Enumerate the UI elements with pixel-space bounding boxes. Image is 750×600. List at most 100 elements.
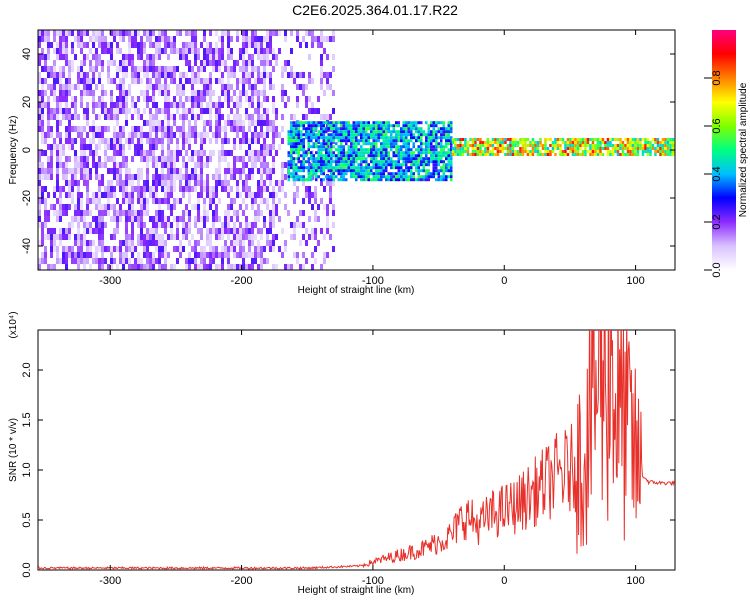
heatmap-cell [387, 154, 390, 158]
heatmap-cell [320, 142, 323, 146]
heatmap-cell [62, 162, 65, 168]
heatmap-cell [284, 30, 287, 36]
heatmap-cell [345, 169, 348, 173]
heatmap-cell [402, 139, 405, 143]
heatmap-cell [86, 162, 89, 168]
heatmap-cell [41, 108, 44, 114]
heatmap-cell [224, 120, 227, 126]
heatmap-cell [340, 160, 343, 164]
heatmap-cell [380, 151, 383, 155]
heatmap-cell [257, 240, 260, 246]
heatmap-cell [95, 150, 98, 156]
heatmap-cell [155, 132, 158, 138]
heatmap-cell [62, 54, 65, 60]
heatmap-cell [50, 90, 53, 96]
heatmap-cell [621, 150, 625, 153]
heatmap-cell [594, 138, 597, 141]
heatmap-cell [224, 60, 227, 66]
heatmap-cell [322, 121, 325, 125]
heatmap-cell [83, 216, 86, 222]
heatmap-cell [86, 246, 89, 252]
heatmap-cell [239, 138, 242, 144]
heatmap-cell [197, 114, 200, 120]
heatmap-cell [499, 141, 502, 144]
heatmap-cell [609, 150, 612, 153]
heatmap-cell [489, 141, 492, 144]
heatmap-cell [209, 114, 212, 120]
heatmap-cell [380, 166, 383, 170]
heatmap-cell [526, 138, 530, 141]
heatmap-cell [221, 54, 224, 60]
heatmap-cell [116, 150, 119, 156]
heatmap-cell [614, 147, 617, 150]
heatmap-cell [440, 121, 443, 125]
heatmap-cell [131, 252, 134, 258]
heatmap-cell [377, 121, 380, 125]
heatmap-cell [239, 168, 242, 174]
heatmap-cell [300, 148, 303, 152]
heatmap-cell [203, 126, 206, 132]
heatmap-cell [239, 102, 242, 108]
heatmap-cell [591, 153, 595, 156]
heatmap-cell [38, 120, 41, 126]
heatmap-cell [41, 36, 44, 42]
heatmap-cell [113, 234, 116, 240]
heatmap-cell [179, 114, 182, 120]
heatmap-cell [345, 157, 348, 161]
heatmap-cell [56, 120, 59, 126]
heatmap-cell [614, 138, 617, 141]
heatmap-cell [137, 126, 140, 132]
heatmap-cell [149, 60, 152, 66]
heatmap-cell [41, 114, 44, 120]
heatmap-cell [263, 150, 266, 156]
heatmap-cell [290, 166, 293, 170]
heatmap-cell [275, 210, 278, 216]
heatmap-cell [266, 144, 269, 150]
heatmap-cell [317, 166, 320, 170]
heatmap-cell [50, 132, 53, 138]
heatmap-cell [200, 114, 203, 120]
heatmap-cell [182, 162, 185, 168]
heatmap-cell [215, 132, 218, 138]
heatmap-cell [260, 192, 263, 198]
heatmap-cell [86, 42, 89, 48]
heatmap-cell [281, 174, 284, 180]
heatmap-cell [314, 108, 317, 114]
heatmap-cell [272, 84, 275, 90]
heatmap-cell [372, 151, 375, 155]
heatmap-cell [107, 66, 110, 72]
heatmap-cell [337, 169, 340, 173]
heatmap-cell [315, 151, 318, 155]
heatmap-cell [143, 60, 146, 66]
heatmap-cell [450, 163, 453, 167]
heatmap-cell [242, 210, 245, 216]
heatmap-cell [656, 138, 660, 141]
heatmap-cell [182, 138, 185, 144]
heatmap-cell [44, 210, 47, 216]
heatmap-cell [152, 138, 155, 144]
heatmap-cell [412, 133, 415, 137]
heatmap-cell [272, 66, 275, 72]
heatmap-cell [164, 78, 167, 84]
heatmap-cell [53, 48, 56, 54]
heatmap-cell [245, 264, 248, 270]
heatmap-cell [342, 166, 345, 170]
heatmap-cell [44, 246, 47, 252]
heatmap-cell [104, 138, 107, 144]
colorbar [712, 30, 736, 270]
heatmap-cell [101, 240, 104, 246]
heatmap-cell [134, 150, 137, 156]
heatmap-cell [248, 228, 251, 234]
heatmap-cell [146, 78, 149, 84]
heatmap-cell [95, 168, 98, 174]
heatmap-cell [556, 144, 560, 147]
heatmap-cell [420, 145, 423, 149]
heatmap-cell [644, 144, 647, 147]
heatmap-cell [362, 157, 365, 161]
heatmap-cell [86, 258, 89, 264]
heatmap-cell [53, 90, 56, 96]
heatmap-cell [185, 108, 188, 114]
heatmap-cell [227, 204, 230, 210]
heatmap-cell [146, 240, 149, 246]
heatmap-cell [365, 166, 368, 170]
